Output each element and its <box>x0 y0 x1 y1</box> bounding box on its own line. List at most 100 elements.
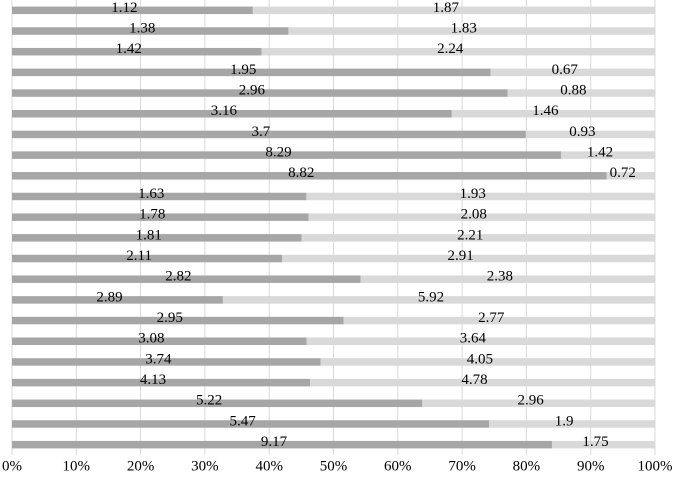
data-label: 1.87 <box>433 0 460 16</box>
data-label: 1.83 <box>451 20 477 36</box>
x-tick-label: 100% <box>638 458 673 474</box>
bar-segment <box>306 337 655 345</box>
bar-segment <box>320 358 655 366</box>
x-tick-label: 0% <box>2 458 22 474</box>
x-tick-label: 30% <box>191 458 219 474</box>
data-label: 8.82 <box>288 165 314 181</box>
data-label: 3.16 <box>211 103 238 119</box>
bar-segment <box>12 130 526 139</box>
data-label: 2.77 <box>478 310 505 326</box>
x-tick-label: 70% <box>448 458 476 474</box>
bar-segment <box>12 358 321 366</box>
data-label: 5.92 <box>418 289 444 305</box>
bar-segment <box>12 275 361 283</box>
data-label: 2.21 <box>457 227 483 243</box>
data-label: 2.89 <box>96 289 122 305</box>
bar-segment <box>252 6 655 15</box>
x-tick-label: 40% <box>255 458 283 474</box>
bar-segment <box>12 47 262 56</box>
bar-segment <box>308 213 655 221</box>
data-label: 3.64 <box>460 331 487 347</box>
data-label: 0.72 <box>610 165 636 181</box>
bar-segment <box>12 296 223 304</box>
x-tick-label: 50% <box>320 458 348 474</box>
bar-segment <box>560 151 655 159</box>
data-label: 2.08 <box>461 207 487 223</box>
bar-segment <box>310 378 655 387</box>
bar-segment <box>12 337 307 345</box>
data-label: 2.96 <box>518 393 545 409</box>
bar-segment <box>343 316 655 325</box>
bar-segment <box>606 172 655 180</box>
x-tick-label: 90% <box>577 458 605 474</box>
bar-segment <box>525 130 655 139</box>
bar-segment <box>288 27 655 35</box>
data-label: 0.88 <box>560 83 586 99</box>
bar-segment <box>12 399 423 408</box>
bar-segment <box>12 378 311 387</box>
data-label: 1.81 <box>136 227 162 243</box>
x-tick-label: 10% <box>63 458 91 474</box>
bar-segment <box>261 47 655 56</box>
data-label: 3.08 <box>138 331 164 347</box>
bar-segment <box>507 89 655 97</box>
data-label: 5.22 <box>196 393 222 409</box>
data-label: 2.96 <box>239 83 266 99</box>
data-label: 3.74 <box>145 351 172 367</box>
data-label: 2.38 <box>487 269 513 285</box>
x-tick-label: 20% <box>127 458 155 474</box>
bar-segment <box>360 275 655 283</box>
bar-segment <box>12 27 289 35</box>
bar-segment <box>12 234 302 242</box>
bar-segment <box>422 399 655 408</box>
bar-segment <box>306 192 655 201</box>
bar-segment <box>489 420 655 428</box>
bar-segment <box>301 234 655 242</box>
data-label: 1.93 <box>460 186 486 202</box>
data-label: 9.17 <box>261 434 288 450</box>
data-label: 2.24 <box>437 41 464 57</box>
data-label: 3.7 <box>252 124 271 140</box>
bar-segment <box>12 172 607 180</box>
bar-segment <box>282 254 655 263</box>
data-label: 1.46 <box>532 103 559 119</box>
bar-segment <box>12 151 561 159</box>
bar-segment <box>12 420 490 428</box>
data-label: 2.11 <box>126 248 152 264</box>
data-label: 1.75 <box>582 434 608 450</box>
data-label: 1.78 <box>139 207 165 223</box>
bar-segment <box>12 213 309 221</box>
bar-segment <box>12 192 307 201</box>
bar-segment <box>12 89 508 97</box>
bar-segment <box>451 110 655 118</box>
bar-segment <box>12 6 253 15</box>
bar-segment <box>12 110 452 118</box>
bar-segment <box>12 254 283 263</box>
data-label: 1.12 <box>111 0 137 16</box>
data-label: 2.82 <box>165 269 191 285</box>
data-label: 1.9 <box>555 413 574 429</box>
data-label: 4.78 <box>461 372 487 388</box>
data-label: 1.42 <box>587 145 613 161</box>
bar-segment <box>12 68 491 77</box>
data-label: 5.47 <box>229 413 256 429</box>
data-label: 1.95 <box>230 62 256 78</box>
bar-segment <box>12 440 552 449</box>
x-tick-label: 60% <box>384 458 412 474</box>
data-label: 4.13 <box>140 372 166 388</box>
data-label: 0.93 <box>569 124 595 140</box>
bar-segment <box>222 296 655 304</box>
x-tick-label: 80% <box>513 458 541 474</box>
data-label: 2.91 <box>448 248 474 264</box>
data-label: 1.42 <box>116 41 142 57</box>
bar-segment <box>12 316 344 325</box>
data-label: 1.38 <box>129 20 155 36</box>
data-label: 2.95 <box>157 310 183 326</box>
data-label: 4.05 <box>467 351 493 367</box>
bar-segment <box>551 440 655 449</box>
data-label: 0.67 <box>552 62 579 78</box>
data-label: 1.63 <box>138 186 164 202</box>
data-label: 8.29 <box>265 145 291 161</box>
bar-segment <box>490 68 655 77</box>
